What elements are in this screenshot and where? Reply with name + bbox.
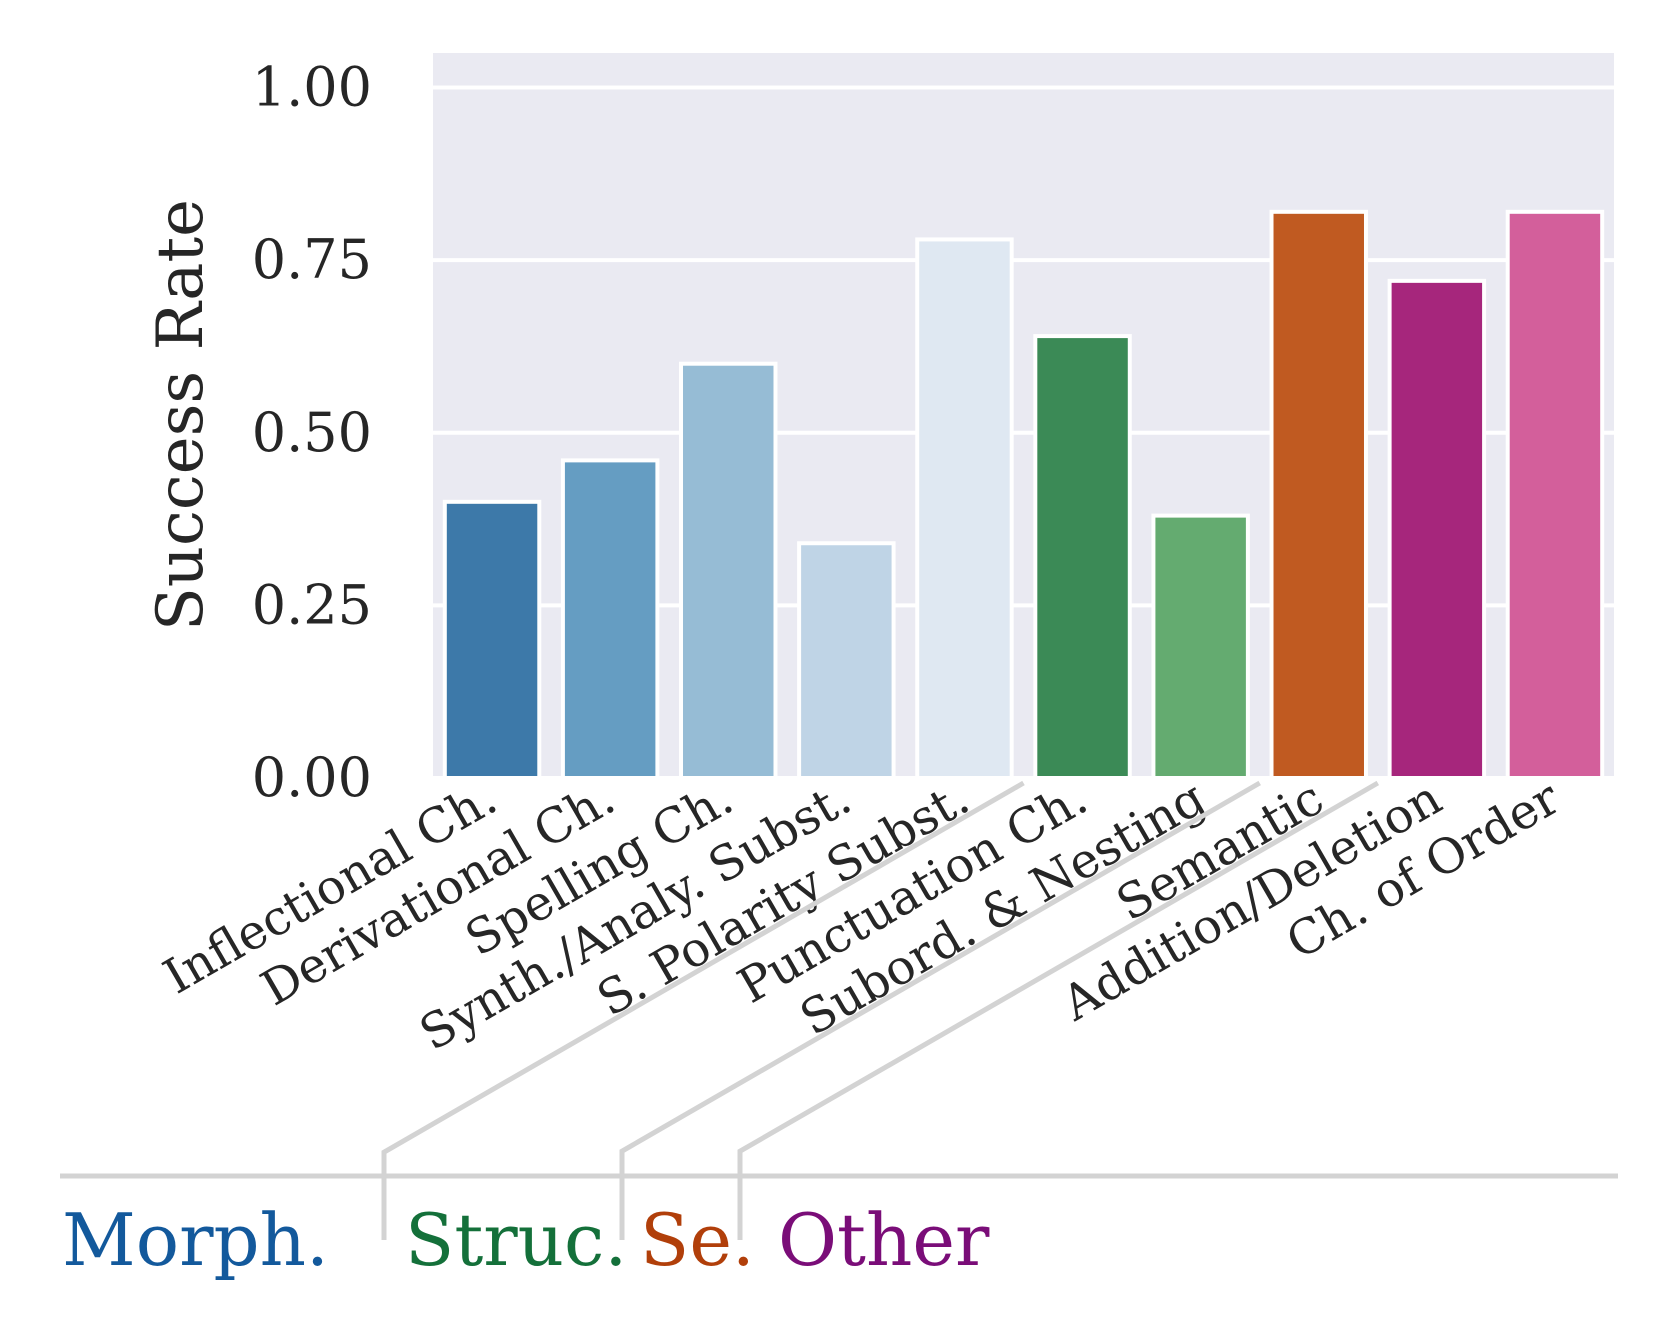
bar	[1505, 209, 1605, 781]
group-labels: Morph. Struc. Se. Other	[62, 1198, 990, 1282]
group-separator-line	[619, 780, 1261, 1240]
group-separator-line	[737, 780, 1380, 1240]
bar	[679, 361, 778, 780]
y-tick-label: 0.50	[252, 401, 372, 464]
bar	[560, 458, 660, 780]
y-axis-ticks: 0.00 0.25 0.50 0.75 1.00	[252, 56, 372, 809]
y-tick-label: 0.00	[252, 746, 372, 809]
bars	[442, 209, 1605, 781]
group-label: Struc.	[405, 1198, 627, 1282]
bar	[442, 499, 542, 780]
group-label: Other	[778, 1198, 990, 1282]
bar	[1269, 209, 1368, 781]
bar	[915, 237, 1014, 780]
x-axis-ticks: Inflectional Ch.Derivational Ch.Spelling…	[154, 770, 1569, 1062]
group-label: Morph.	[62, 1198, 329, 1282]
group-label: Se.	[640, 1198, 755, 1282]
bar	[1387, 278, 1487, 780]
y-tick-label: 1.00	[252, 56, 372, 119]
bar	[1151, 513, 1250, 780]
bar	[1033, 334, 1132, 780]
y-axis-title: Success Rate	[144, 199, 218, 631]
y-tick-label: 0.75	[252, 228, 372, 291]
bar	[797, 541, 896, 780]
y-tick-label: 0.25	[252, 573, 372, 636]
group-separator-line	[381, 780, 1025, 1240]
group-separators	[60, 780, 1618, 1240]
